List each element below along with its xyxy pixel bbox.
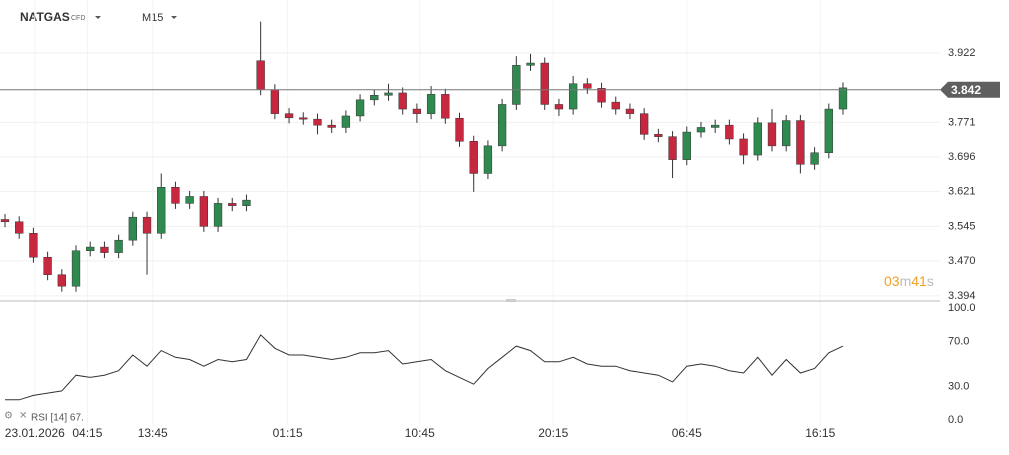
candle-body — [512, 65, 521, 105]
candle-body — [782, 120, 791, 147]
y-tick-label: 3.771 — [948, 116, 976, 128]
candle-body — [256, 60, 265, 90]
x-tick-label: 20:15 — [538, 426, 568, 440]
candle-body — [483, 145, 493, 174]
candle-body — [242, 199, 251, 206]
candle-body — [753, 122, 762, 156]
candle-body — [838, 87, 848, 110]
countdown-text: 03m41s — [884, 273, 934, 289]
candle-body — [57, 274, 66, 287]
countdown-part: s — [927, 273, 934, 289]
candle-body — [540, 62, 549, 105]
y-tick-label: 3.470 — [948, 255, 976, 267]
x-tick-label: 23.01.2026 — [5, 426, 65, 440]
candle-body — [497, 104, 507, 147]
rsi-line — [5, 334, 844, 401]
x-tick-label: 04:15 — [72, 426, 102, 440]
rsi-tick-label: 70.0 — [948, 336, 969, 348]
candle-body — [412, 108, 422, 114]
candle-body — [199, 196, 209, 227]
candle-body — [284, 113, 294, 119]
candle-body — [668, 136, 677, 160]
candle-body — [142, 216, 152, 234]
candle-body — [810, 152, 819, 165]
candle-body — [270, 89, 280, 114]
candle-body — [71, 250, 81, 287]
x-tick-label: 10:45 — [405, 426, 435, 440]
candle-body — [384, 92, 393, 96]
countdown-part: m — [900, 273, 912, 289]
candle-body — [824, 108, 833, 154]
instrument-type: CFD — [71, 15, 85, 22]
last-price-tag — [940, 81, 1000, 98]
candle-body — [796, 120, 805, 165]
candle-body — [327, 124, 336, 128]
rsi-tick-label: 30.0 — [948, 380, 969, 392]
candle-body — [171, 187, 180, 204]
candle-body — [554, 104, 564, 110]
candle-body — [114, 239, 123, 253]
candle-body — [725, 124, 734, 140]
symbol-dropdown[interactable] — [95, 16, 101, 19]
candle-body — [355, 99, 365, 117]
candle-body — [767, 122, 777, 147]
candle-body — [583, 83, 592, 89]
candle-body — [398, 92, 407, 110]
y-tick-label: 3.394 — [948, 290, 976, 302]
candle-body — [654, 134, 663, 137]
y-tick-label: 3.545 — [948, 220, 976, 232]
candle-body — [128, 216, 137, 241]
candle-body — [711, 124, 720, 128]
candle-body — [568, 83, 578, 110]
candle-body — [441, 94, 450, 119]
candle-body — [100, 246, 109, 253]
pane-resize-handle[interactable] — [506, 299, 516, 302]
settings-icon[interactable]: ⚙ — [4, 411, 13, 422]
candle-body — [0, 219, 10, 223]
x-tick-label: 16:15 — [805, 426, 835, 440]
countdown-part: 41 — [911, 273, 927, 289]
last-price-label: 3.842 — [951, 83, 981, 97]
candle-body — [682, 131, 691, 160]
x-tick-label: 06:45 — [672, 426, 702, 440]
candle-body — [469, 141, 478, 174]
x-tick-label: 01:15 — [273, 426, 303, 440]
candle-body — [426, 94, 436, 114]
candle-body — [313, 118, 322, 126]
candle-body — [526, 62, 535, 66]
candle-body — [455, 118, 464, 142]
rsi-tick-label: 100.0 — [948, 302, 976, 314]
candle-body — [29, 233, 38, 258]
candle-body — [157, 187, 166, 234]
candle-body — [611, 101, 620, 110]
y-tick-label: 3.621 — [948, 185, 976, 197]
candle-body — [341, 115, 351, 128]
close-icon[interactable]: ✕ — [19, 411, 27, 422]
candle-body — [639, 113, 649, 135]
candle-body — [185, 196, 194, 204]
timeframe-dropdown[interactable] — [171, 16, 177, 19]
candle-body — [86, 246, 95, 252]
candle-body — [625, 108, 635, 114]
x-tick-label: 13:45 — [138, 426, 168, 440]
candle-body — [43, 256, 52, 275]
candle-body — [370, 94, 379, 101]
y-tick-label: 3.922 — [948, 47, 976, 59]
symbol[interactable]: NATGAS — [20, 10, 70, 24]
rsi-label: RSI [14] 67. — [31, 413, 84, 424]
rsi-tick-label: 0.0 — [948, 414, 963, 426]
countdown: 03m41s — [884, 273, 934, 289]
y-tick-label: 3.696 — [948, 151, 976, 163]
candle-body — [597, 88, 606, 103]
candle-body — [15, 221, 24, 234]
candle-body — [228, 203, 237, 206]
candle-body — [213, 203, 223, 227]
candle-body — [696, 127, 706, 133]
countdown-part: 03 — [884, 273, 900, 289]
candle-body — [299, 117, 308, 120]
candle-body — [739, 138, 748, 156]
